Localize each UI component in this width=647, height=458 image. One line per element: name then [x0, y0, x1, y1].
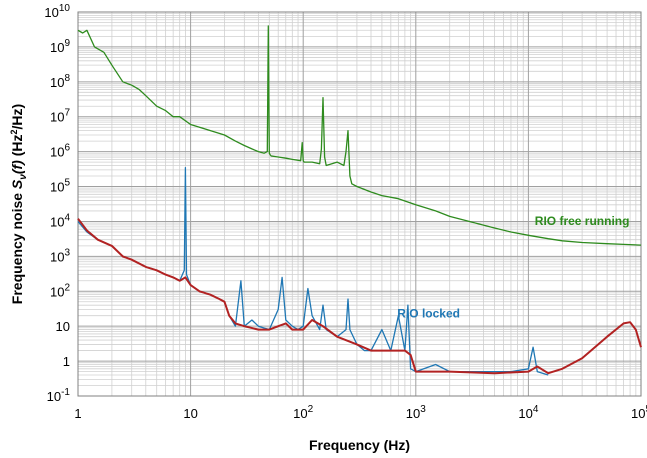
y-tick-label: 10-1: [47, 387, 71, 404]
y-tick-label: 108: [50, 73, 70, 90]
y-tick-label: 103: [50, 247, 70, 264]
x-tick-label: 1: [74, 406, 81, 421]
y-tick-label: 1010: [44, 3, 70, 20]
minor-grid: [78, 12, 641, 396]
y-tick-label: 106: [50, 143, 70, 160]
y-axis-title-units-sup: 2: [9, 129, 19, 134]
series-line-3: [77, 218, 642, 375]
series-layer: [77, 25, 642, 376]
x-tick-label: 102: [293, 404, 313, 421]
x-tick-label: 10: [183, 406, 197, 421]
y-axis-title-units-suffix: /Hz): [9, 104, 25, 130]
series-line-2: [77, 166, 549, 376]
y-tick-label: 10: [56, 319, 70, 334]
major-grid: [77, 11, 642, 397]
y-axis-title-units: (Hz: [9, 134, 25, 160]
plot-area: [77, 11, 642, 397]
y-axis-title-subscript: ν: [18, 174, 29, 180]
y-tick-labels: 10-1 1 10 102 103 104 105 106 107 108 109 1010: [44, 3, 70, 404]
series-annotations: RIO free running RIO locked: [397, 214, 629, 320]
y-tick-label: 107: [50, 108, 70, 125]
y-tick-label: 1: [63, 354, 70, 369]
y-axis-title-prefix: Frequency noise: [9, 189, 25, 304]
y-tick-label: 102: [50, 282, 70, 299]
x-tick-label: 104: [518, 404, 538, 421]
series-line-1: [77, 25, 642, 246]
y-tick-label: 105: [50, 178, 70, 195]
y-axis-title: Frequency noise Sν(f) (Hz2/Hz): [9, 104, 29, 304]
x-tick-labels: 1 10 102 103 104 105: [74, 404, 647, 421]
x-axis-title: Frequency (Hz): [309, 437, 410, 453]
y-tick-label: 104: [50, 212, 70, 229]
x-tick-label: 103: [406, 404, 426, 421]
y-axis-title-symbol: S: [9, 179, 25, 189]
x-tick-label: 105: [631, 404, 647, 421]
y-tick-label: 109: [50, 38, 70, 55]
series-annotation: RIO free running: [535, 214, 630, 228]
y-axis-title-arg: (f): [9, 160, 25, 174]
series-annotation: RIO locked: [397, 306, 460, 320]
